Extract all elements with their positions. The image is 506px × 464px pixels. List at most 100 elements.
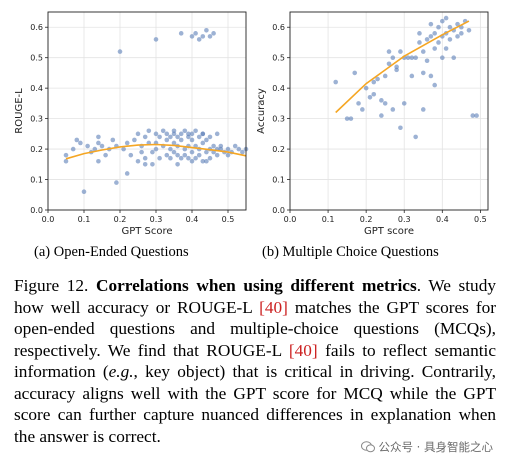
data-point bbox=[135, 158, 141, 164]
data-point bbox=[182, 128, 188, 134]
data-point bbox=[225, 152, 231, 158]
plot-frame bbox=[47, 11, 247, 211]
data-point bbox=[386, 61, 392, 67]
data-point bbox=[186, 131, 191, 137]
data-point bbox=[232, 143, 238, 149]
data-point bbox=[117, 49, 123, 54]
data-point bbox=[466, 27, 472, 33]
data-point bbox=[436, 24, 441, 30]
data-point bbox=[135, 131, 141, 137]
data-point bbox=[417, 31, 422, 36]
data-point bbox=[455, 21, 460, 27]
caption-eg: e.g. bbox=[108, 362, 134, 381]
data-point bbox=[432, 46, 437, 51]
data-point bbox=[96, 134, 101, 140]
data-point bbox=[200, 140, 206, 146]
data-point bbox=[193, 155, 198, 161]
wechat-icon bbox=[360, 441, 375, 453]
caption-text-4: , key object) that is critical in drivin… bbox=[14, 362, 496, 446]
data-point bbox=[168, 146, 173, 152]
data-point bbox=[157, 155, 162, 161]
data-point bbox=[409, 55, 415, 60]
data-point bbox=[186, 155, 191, 161]
citation-link[interactable]: [40] bbox=[259, 297, 288, 317]
x-tick-label: 0.3 bbox=[398, 215, 411, 224]
data-point bbox=[193, 31, 198, 36]
data-point bbox=[96, 158, 101, 164]
data-point bbox=[225, 146, 231, 152]
data-point bbox=[447, 37, 453, 42]
data-point bbox=[196, 37, 202, 42]
watermark-text: 公众号 · 具身智能之心 bbox=[378, 440, 493, 454]
data-point bbox=[371, 91, 377, 97]
caption-text-3: fails to reflect semantic information ( bbox=[14, 340, 496, 382]
data-point bbox=[432, 82, 437, 88]
data-point bbox=[153, 131, 159, 137]
data-point bbox=[200, 131, 206, 137]
data-point bbox=[428, 34, 434, 39]
data-point bbox=[70, 146, 76, 152]
data-point bbox=[405, 55, 411, 60]
data-point bbox=[428, 21, 434, 27]
data-point bbox=[157, 134, 162, 140]
y-tick-label: 0.0 bbox=[30, 206, 43, 215]
data-point bbox=[78, 140, 83, 146]
data-point bbox=[420, 49, 426, 54]
data-point bbox=[348, 116, 354, 121]
data-point bbox=[398, 125, 403, 131]
data-point bbox=[110, 137, 116, 143]
data-point bbox=[160, 128, 166, 134]
data-point bbox=[182, 146, 188, 152]
data-point bbox=[204, 158, 209, 164]
x-tick-label: 0.1 bbox=[322, 215, 335, 224]
data-point bbox=[382, 73, 388, 79]
data-point bbox=[204, 27, 209, 33]
data-point bbox=[214, 152, 220, 158]
caption-text-2: matches the GPT scores for open-ended qu… bbox=[14, 297, 496, 360]
x-axis-label: GPT score bbox=[364, 226, 414, 237]
data-point bbox=[168, 155, 173, 161]
data-point bbox=[196, 152, 202, 158]
data-point bbox=[128, 152, 134, 158]
x-tick-label: 0.3 bbox=[150, 215, 163, 224]
data-point bbox=[171, 140, 177, 146]
data-point bbox=[153, 37, 159, 42]
y-axis-label: Accuracy bbox=[256, 88, 267, 134]
x-tick-label: 0.0 bbox=[284, 215, 297, 224]
data-point bbox=[436, 40, 441, 45]
data-point bbox=[92, 146, 98, 152]
data-point bbox=[236, 146, 242, 152]
data-point bbox=[63, 158, 69, 164]
data-point bbox=[382, 101, 388, 106]
data-point bbox=[132, 137, 137, 143]
data-point bbox=[96, 140, 101, 146]
y-tick-label: 0.5 bbox=[30, 54, 43, 63]
data-point bbox=[211, 143, 216, 149]
data-point bbox=[175, 152, 180, 158]
data-point bbox=[200, 34, 206, 39]
data-point bbox=[178, 137, 184, 143]
data-point bbox=[182, 152, 188, 158]
data-point bbox=[121, 146, 126, 152]
trend-line bbox=[335, 20, 470, 114]
data-point bbox=[139, 149, 144, 155]
data-point bbox=[74, 137, 80, 143]
data-point bbox=[175, 162, 180, 167]
data-point bbox=[204, 149, 209, 155]
data-point bbox=[451, 55, 457, 60]
data-point bbox=[142, 155, 148, 161]
data-point bbox=[420, 70, 426, 76]
x-tick-label: 0.1 bbox=[78, 215, 91, 224]
data-point bbox=[142, 134, 148, 140]
data-point bbox=[211, 31, 216, 36]
data-point bbox=[207, 34, 213, 39]
data-point bbox=[390, 55, 396, 60]
data-point bbox=[146, 128, 152, 134]
data-point bbox=[178, 155, 184, 161]
data-point bbox=[379, 113, 384, 118]
citation-link[interactable]: [40] bbox=[288, 340, 318, 360]
data-point bbox=[189, 137, 195, 143]
data-point bbox=[124, 171, 130, 176]
data-point bbox=[417, 40, 422, 45]
data-point bbox=[386, 49, 392, 54]
